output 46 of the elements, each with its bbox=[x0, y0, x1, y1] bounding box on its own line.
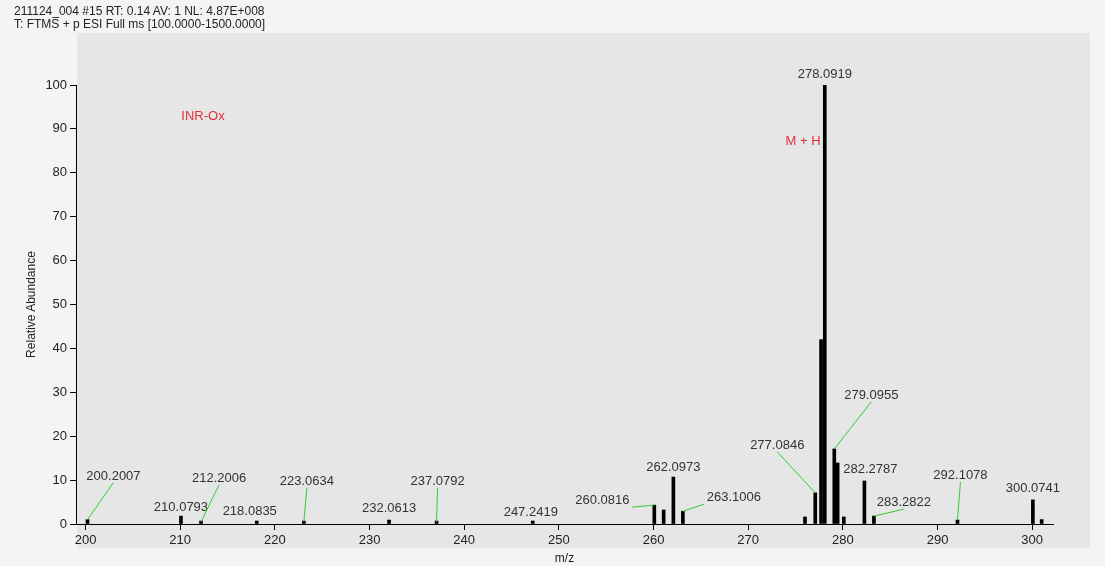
annotation: 237.0792 bbox=[410, 472, 465, 488]
x-tick-label: 260 bbox=[642, 532, 665, 548]
annotation: 262.0973 bbox=[646, 459, 701, 475]
annotation: 283.2822 bbox=[876, 494, 932, 510]
y-tick-label: 90 bbox=[52, 120, 68, 136]
y-tick-label: 100 bbox=[45, 76, 68, 92]
x-tick-label: 220 bbox=[264, 532, 286, 548]
y-tick-label: 60 bbox=[52, 252, 68, 268]
annotation: 278.0919 bbox=[797, 66, 852, 81]
annotation: 263.1006 bbox=[706, 489, 761, 505]
annotation: 212.2006 bbox=[191, 469, 247, 485]
annotation: 223.0634 bbox=[279, 472, 334, 488]
y-tick-label: 30 bbox=[52, 383, 68, 399]
annotation: 277.0846 bbox=[750, 436, 805, 452]
x-axis-title: m/z bbox=[554, 551, 575, 566]
annotation: 282.2787 bbox=[843, 460, 898, 476]
annotation: 218.0835 bbox=[222, 502, 277, 518]
annotation: M + H bbox=[785, 133, 821, 148]
y-axis-title: Relative Abundance bbox=[23, 250, 38, 358]
x-tick-label: 230 bbox=[358, 532, 381, 548]
x-tick-label: 210 bbox=[169, 532, 192, 548]
chart-title: 211124_004 #15 RT: 0.14 AV: 1 NL: 4.87E+008 bbox=[14, 4, 266, 18]
annotation: 247.2419 bbox=[503, 503, 558, 519]
x-tick-label: 200 bbox=[74, 532, 97, 548]
annotation: 279.0955 bbox=[844, 386, 899, 402]
annotation: 292.1078 bbox=[933, 467, 988, 483]
x-tick-label: 240 bbox=[453, 532, 476, 548]
y-tick-label: 0 bbox=[59, 515, 68, 531]
annotation: 210.0793 bbox=[153, 499, 209, 515]
y-tick-label: 50 bbox=[52, 296, 68, 312]
x-tick-label: 280 bbox=[832, 532, 854, 548]
y-tick-label: 80 bbox=[52, 164, 68, 180]
annotation: 232.0613 bbox=[361, 500, 417, 516]
y-tick-label: 40 bbox=[52, 339, 68, 355]
x-tick-label: 250 bbox=[548, 532, 570, 548]
annotation: 260.0816 bbox=[575, 492, 630, 508]
annotation: 200.2007 bbox=[86, 467, 141, 483]
x-tick-label: 270 bbox=[737, 532, 760, 548]
x-tick-label: 300 bbox=[1021, 532, 1044, 548]
chart-subtitle: T: FTMS + p ESI Full ms [100.0000-1500.0000] bbox=[14, 17, 266, 31]
annotation: INR-Ox bbox=[181, 108, 226, 123]
annotation: 300.0741 bbox=[1005, 479, 1060, 495]
x-tick-label: 290 bbox=[926, 532, 949, 548]
y-tick-label: 10 bbox=[52, 471, 68, 487]
y-tick-label: 20 bbox=[52, 427, 68, 443]
y-tick-label: 70 bbox=[52, 208, 68, 224]
